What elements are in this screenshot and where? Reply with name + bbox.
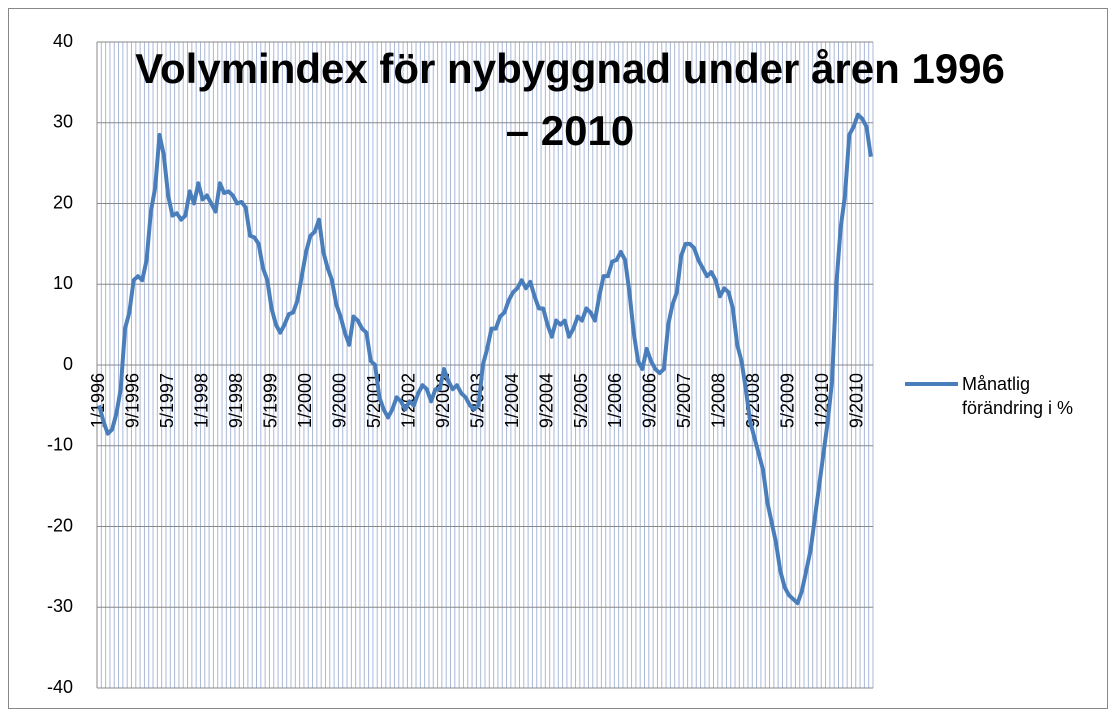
x-tick-label: 1/2008: [709, 373, 729, 428]
y-tick-label: -30: [47, 596, 73, 616]
x-tick-label: 9/2002: [433, 373, 453, 428]
data-line: [97, 112, 873, 606]
x-tick-label: 9/2004: [536, 373, 556, 428]
x-tick-label: 1/1998: [191, 373, 211, 428]
x-tick-label: 5/1997: [157, 373, 177, 428]
chart-title: Volymindex för nybyggnad under åren 1996…: [135, 45, 1005, 154]
x-tick-label: 5/1999: [260, 373, 280, 428]
x-tick-label: 1/2000: [295, 373, 315, 428]
x-tick-label: 5/2005: [571, 373, 591, 428]
x-tick-label: 5/2007: [674, 373, 694, 428]
x-tick-label: 5/2009: [778, 373, 798, 428]
y-tick-label: 10: [53, 273, 73, 293]
x-tick-label: 1/2004: [502, 373, 522, 428]
y-tick-label: 40: [53, 31, 73, 51]
y-tick-label: -10: [47, 435, 73, 455]
x-tick-label: 9/1998: [226, 373, 246, 428]
x-tick-label: 9/1996: [122, 373, 142, 428]
x-tick-label: 1/2006: [605, 373, 625, 428]
chart-border: [8, 8, 1108, 709]
y-tick-label: -40: [47, 677, 73, 697]
y-tick-label: -20: [47, 515, 73, 535]
x-tick-label: 9/2006: [640, 373, 660, 428]
x-tick-label: 9/2010: [847, 373, 867, 428]
y-tick-label: 30: [53, 112, 73, 132]
x-tick-label: 9/2000: [329, 373, 349, 428]
legend-label: Månatlig förändring i %: [962, 374, 1074, 418]
y-tick-label: 0: [63, 354, 73, 374]
y-tick-label: 20: [53, 192, 73, 212]
